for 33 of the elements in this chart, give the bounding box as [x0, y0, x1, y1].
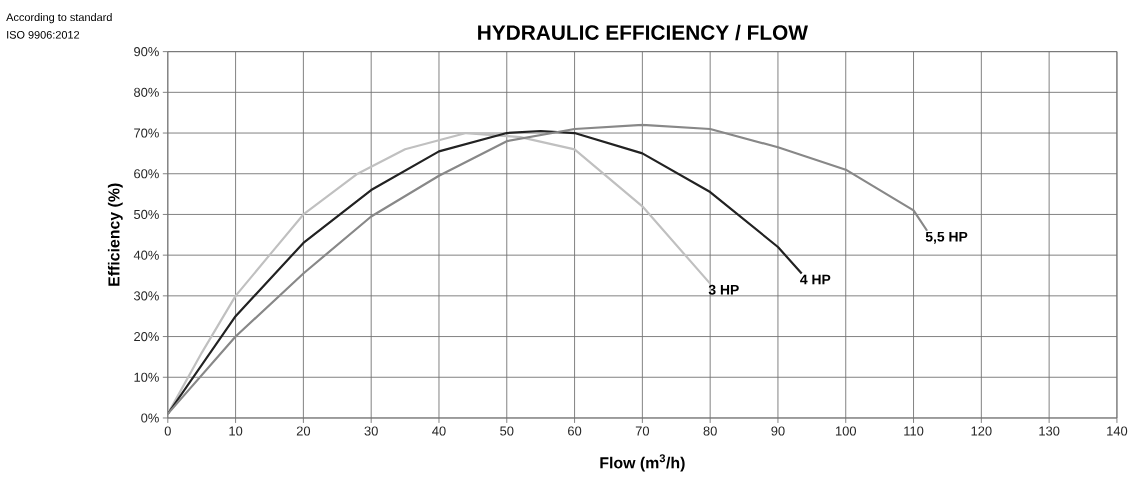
y-tick-label: 10% — [134, 372, 159, 382]
y-tick-label: 20% — [134, 331, 159, 341]
text: ISO 9906:2012 — [7, 30, 80, 39]
series-label: 4 HP — [800, 274, 831, 284]
y-tick-label: 30% — [133, 291, 159, 301]
x-tick-label: 80 — [703, 426, 717, 436]
y-tick-label: 90% — [134, 46, 159, 56]
x-tick-label: 130 — [1039, 426, 1060, 436]
chart-title: HYDRAULIC EFFICIENCY / FLOW — [478, 24, 808, 40]
x-tick-label: 100 — [835, 426, 857, 436]
y-tick-label: 50% — [134, 209, 159, 219]
y-tick-label: 70% — [134, 128, 159, 138]
x-tick-label: 10 — [229, 426, 243, 436]
y-tick-label: 80% — [134, 87, 159, 97]
y-axis-title: Efficiency (%) — [107, 183, 123, 286]
x-tick-label: 90 — [771, 426, 785, 436]
text: According to standard — [6, 12, 112, 24]
x-tick-label: 70 — [635, 426, 650, 436]
x-tick-label: 50 — [500, 426, 514, 436]
x-tick-label: 120 — [971, 426, 992, 436]
x-tick-label: 60 — [568, 426, 582, 436]
x-axis-title: Flow (m$^{3}$/h) — [600, 454, 685, 472]
y-tick-label: 0% — [141, 413, 159, 423]
series-label: 3 HP — [708, 284, 739, 295]
x-tick-label: 40 — [432, 426, 446, 436]
series-label: 5,5 HP — [925, 231, 968, 244]
y-tick-label: 60% — [134, 168, 159, 179]
x-tick-label: 110 — [904, 426, 924, 436]
x-tick-label: 30 — [364, 426, 378, 436]
x-tick-label: 140 — [1107, 426, 1128, 436]
y-tick-label: 40% — [133, 250, 159, 260]
x-tick-label: 0 — [164, 426, 171, 436]
x-tick-label: 20 — [296, 426, 311, 436]
